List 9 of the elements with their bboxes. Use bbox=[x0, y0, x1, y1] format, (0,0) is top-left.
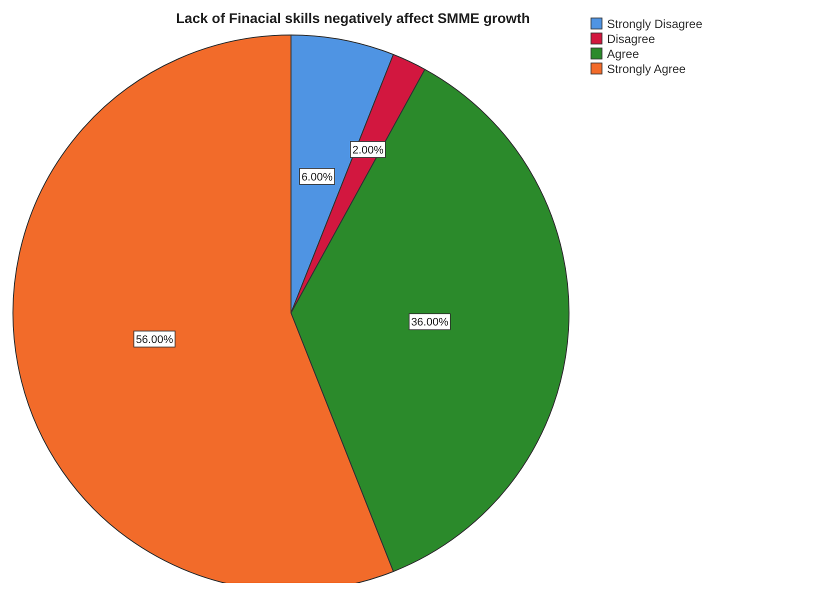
chart-title: Lack of Finacial skills negatively affect SMME growth bbox=[176, 10, 530, 26]
legend-label: Disagree bbox=[607, 32, 656, 46]
legend-label: Strongly Agree bbox=[607, 62, 686, 76]
legend-label: Agree bbox=[607, 47, 640, 61]
data-label: 2.00% bbox=[352, 144, 384, 156]
legend-label: Strongly Disagree bbox=[607, 17, 703, 31]
data-label: 6.00% bbox=[301, 171, 333, 184]
data-label: 56.00% bbox=[136, 334, 174, 346]
data-label: 36.00% bbox=[411, 316, 449, 329]
